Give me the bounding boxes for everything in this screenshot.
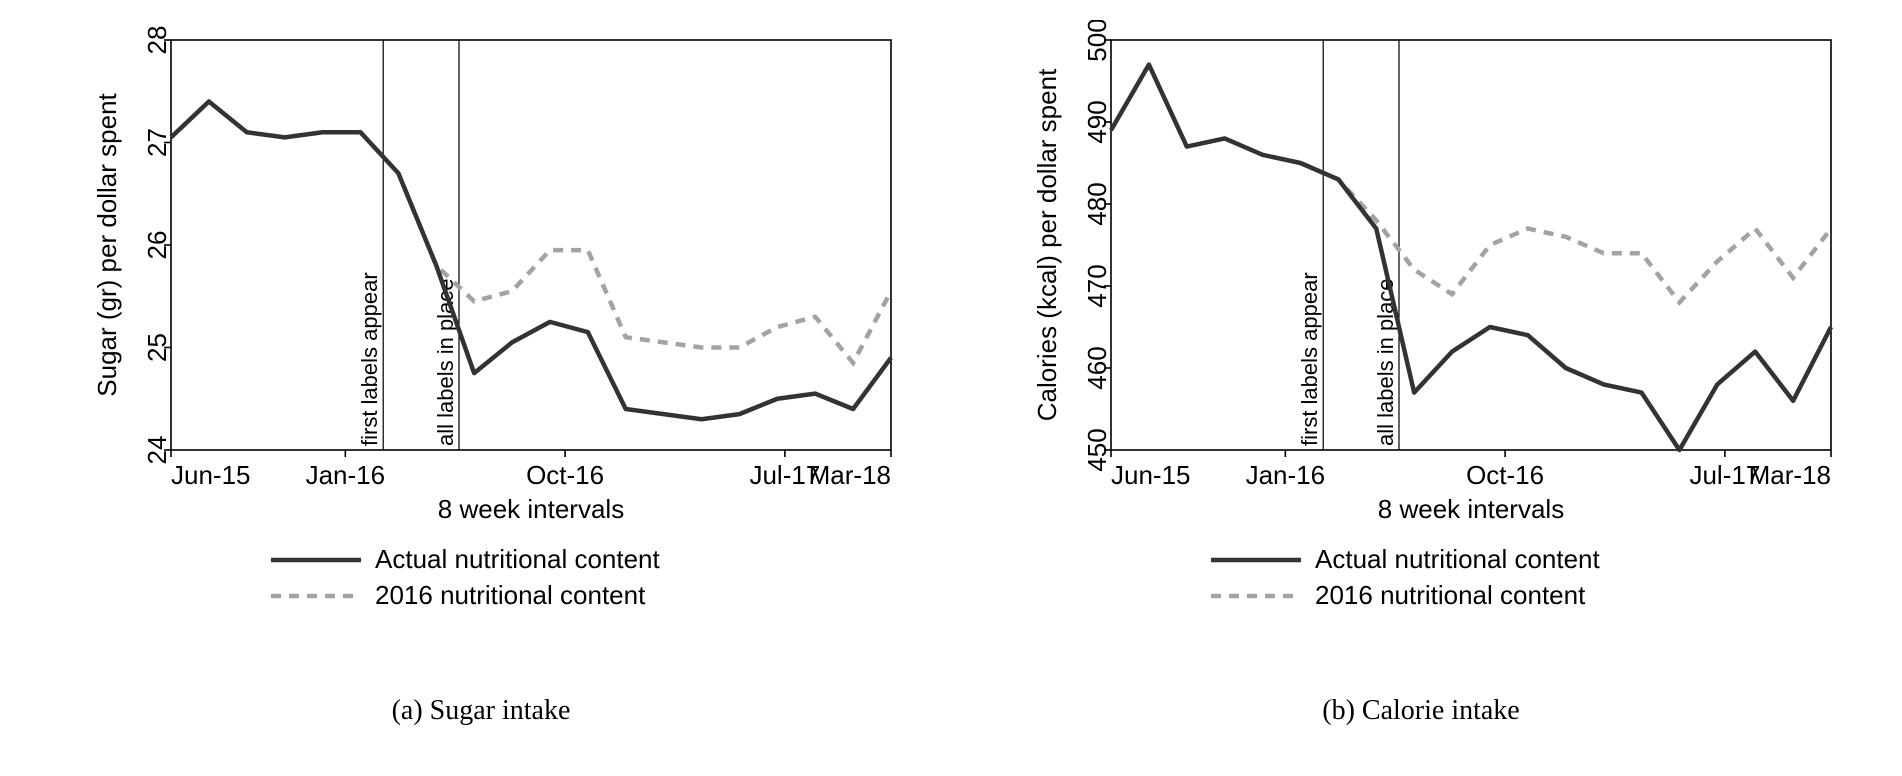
ytick-label: 490 <box>1082 100 1112 143</box>
xtick-label: Jun-15 <box>171 460 251 490</box>
legend-label: Actual nutritional content <box>375 544 661 574</box>
ytick-label: 470 <box>1082 264 1112 307</box>
ytick-label: 460 <box>1082 346 1112 389</box>
ytick-label: 450 <box>1082 428 1112 471</box>
y-axis-label: Calories (kcal) per dollar spent <box>1032 68 1062 421</box>
xtick-label: Jun-15 <box>1111 460 1191 490</box>
legend-label: Actual nutritional content <box>1315 544 1601 574</box>
x-axis-label: 8 week intervals <box>438 494 624 524</box>
series-actual <box>171 102 891 420</box>
y-axis-label: Sugar (gr) per dollar spent <box>92 92 122 396</box>
ytick-label: 28 <box>142 26 172 55</box>
ytick-label: 480 <box>1082 182 1112 225</box>
x-axis-label: 8 week intervals <box>1378 494 1564 524</box>
xtick-label: Jan-16 <box>1246 460 1326 490</box>
ytick-label: 500 <box>1082 20 1112 62</box>
chart-sugar: first labels appear all labels in place 24… <box>41 20 921 660</box>
xtick-label: Jan-16 <box>306 460 386 490</box>
xtick-label: Oct-16 <box>526 460 604 490</box>
panel-sugar: first labels appear all labels in place 24… <box>41 20 921 727</box>
legend-label: 2016 nutritional content <box>1315 580 1586 610</box>
caption-sugar: (a) Sugar intake <box>392 695 571 727</box>
series-actual <box>1111 65 1831 450</box>
vline-label: first labels appear <box>1297 272 1322 446</box>
ytick-label: 25 <box>142 333 172 362</box>
xtick-label: Mar-18 <box>809 460 891 490</box>
ytick-label: 26 <box>142 231 172 260</box>
ytick-label: 24 <box>142 436 172 465</box>
chart-calorie: first labels appearall labels in place45… <box>981 20 1861 660</box>
vline-label: all labels in place <box>433 278 458 446</box>
panel-calorie: first labels appearall labels in place45… <box>981 20 1861 727</box>
xtick-label: Mar-18 <box>1749 460 1831 490</box>
vline-label: first labels appear <box>357 272 382 446</box>
xtick-label: Oct-16 <box>1466 460 1544 490</box>
legend-label: 2016 nutritional content <box>375 580 646 610</box>
panels-row: first labels appear all labels in place 24… <box>20 20 1882 727</box>
ytick-label: 27 <box>142 128 172 157</box>
caption-calorie: (b) Calorie intake <box>1322 695 1519 727</box>
